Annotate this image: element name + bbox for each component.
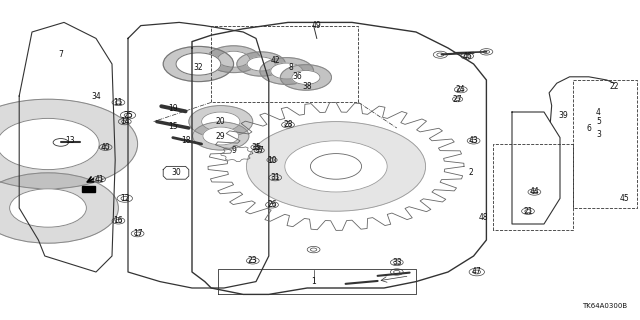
Text: 44: 44	[529, 188, 540, 196]
Text: 37: 37	[254, 146, 264, 155]
Text: 19: 19	[168, 104, 178, 113]
Circle shape	[280, 65, 332, 90]
Text: 22: 22	[610, 82, 619, 91]
Text: 9: 9	[231, 146, 236, 155]
Text: 39: 39	[558, 111, 568, 120]
Text: 49: 49	[312, 21, 322, 30]
Text: 30: 30	[171, 168, 181, 177]
Text: TK64A0300B: TK64A0300B	[582, 303, 627, 309]
Circle shape	[0, 118, 99, 170]
Text: 17: 17	[132, 229, 143, 238]
Text: 35: 35	[251, 143, 261, 152]
Text: 7: 7	[58, 50, 63, 59]
Text: 26: 26	[267, 200, 277, 209]
Circle shape	[189, 106, 253, 138]
Text: 16: 16	[113, 216, 124, 225]
Text: 10: 10	[267, 156, 277, 164]
Text: 27: 27	[452, 95, 463, 104]
Text: 28: 28	[284, 120, 292, 129]
Text: 47: 47	[472, 268, 482, 276]
Text: 46: 46	[462, 52, 472, 60]
Text: 14: 14	[120, 117, 130, 126]
Circle shape	[202, 112, 240, 131]
Circle shape	[246, 122, 426, 211]
Circle shape	[285, 141, 387, 192]
Text: 25: 25	[123, 111, 133, 120]
Text: 32: 32	[193, 63, 204, 72]
Circle shape	[10, 189, 86, 227]
Circle shape	[218, 51, 250, 67]
Circle shape	[271, 63, 303, 79]
Text: 29: 29	[216, 132, 226, 140]
Text: 15: 15	[168, 122, 178, 131]
Text: 36: 36	[292, 72, 303, 81]
Text: 18: 18	[181, 136, 190, 145]
Text: 1: 1	[311, 277, 316, 286]
Text: 2: 2	[468, 168, 473, 177]
Text: 42: 42	[270, 56, 280, 65]
Text: 33: 33	[392, 258, 402, 267]
Circle shape	[207, 46, 260, 73]
Text: 8: 8	[289, 63, 294, 72]
Text: 13: 13	[65, 136, 76, 145]
Text: FR.: FR.	[83, 186, 94, 191]
Circle shape	[260, 58, 314, 84]
Circle shape	[193, 122, 249, 150]
Text: 34: 34	[91, 92, 101, 100]
Circle shape	[247, 57, 275, 71]
Text: 3: 3	[596, 130, 601, 139]
Circle shape	[0, 173, 118, 243]
Text: 20: 20	[216, 117, 226, 126]
Text: 21: 21	[524, 207, 532, 216]
Text: 11: 11	[114, 98, 123, 107]
Text: 12: 12	[120, 194, 129, 203]
Circle shape	[203, 127, 239, 145]
Circle shape	[163, 46, 234, 82]
Text: 43: 43	[468, 136, 479, 145]
Circle shape	[176, 53, 221, 75]
Circle shape	[292, 70, 320, 84]
Text: 41: 41	[94, 175, 104, 184]
Circle shape	[237, 52, 285, 76]
Circle shape	[0, 99, 138, 189]
Text: 48: 48	[478, 213, 488, 222]
Text: 24: 24	[456, 85, 466, 94]
Text: 5: 5	[596, 117, 601, 126]
Text: 40: 40	[100, 143, 111, 152]
Text: 6: 6	[586, 124, 591, 132]
Text: 38: 38	[302, 82, 312, 91]
Text: 45: 45	[619, 194, 629, 203]
Text: 4: 4	[596, 108, 601, 116]
Text: 31: 31	[270, 173, 280, 182]
Text: 23: 23	[248, 256, 258, 265]
